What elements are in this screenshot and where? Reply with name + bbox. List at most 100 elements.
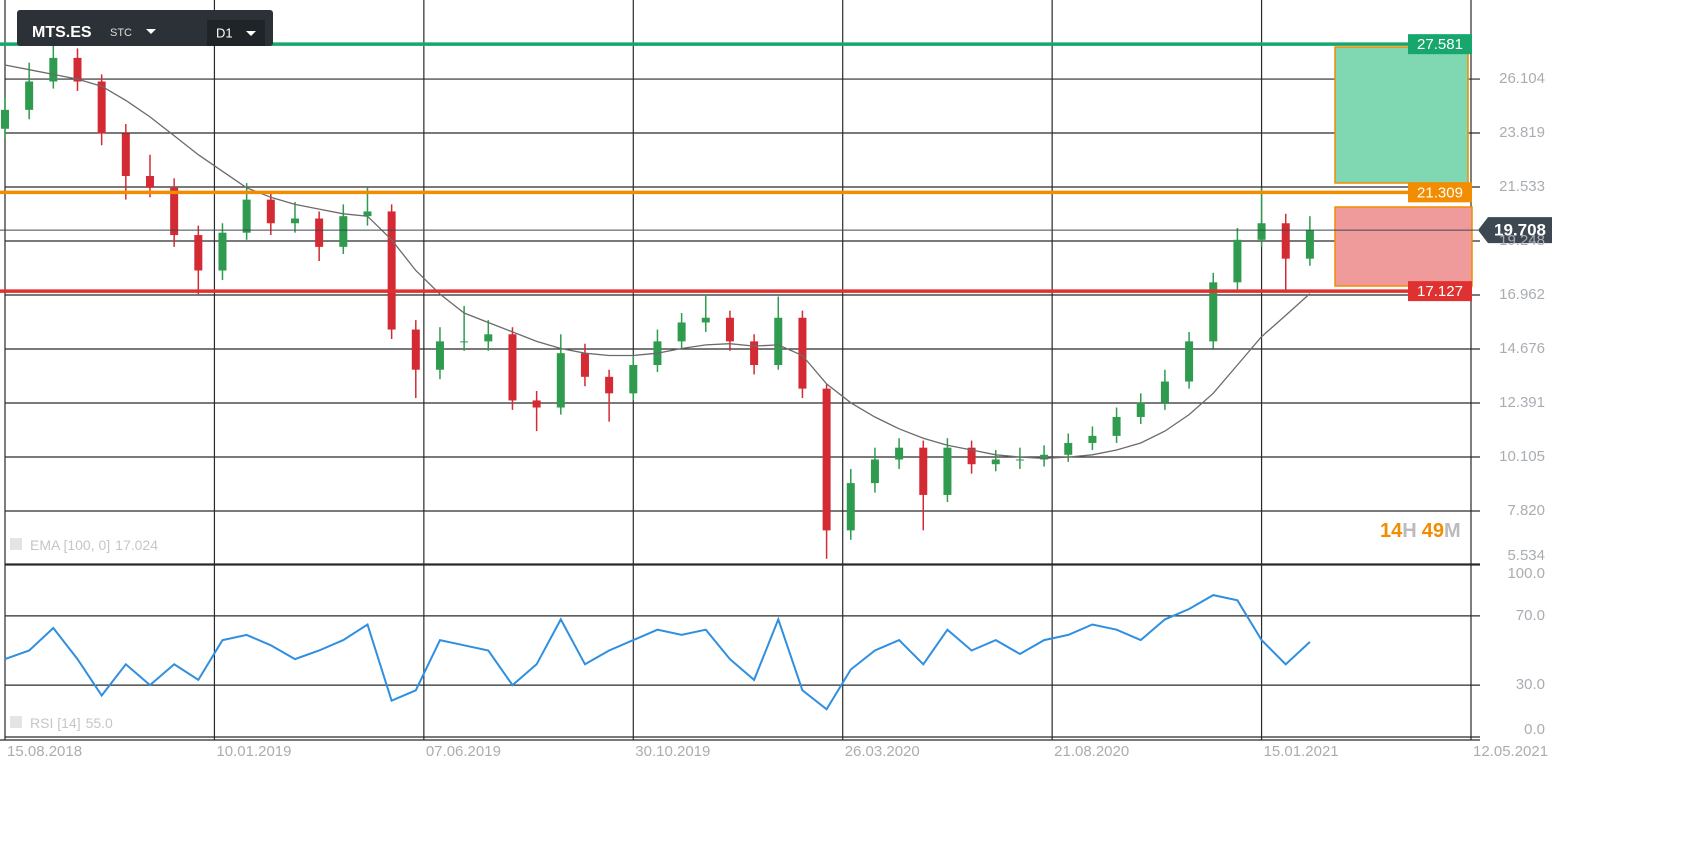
level-value: 21.309 <box>1417 184 1463 201</box>
candle-body <box>943 447 952 495</box>
ema-legend-value: 17.024 <box>115 537 158 553</box>
candle-body <box>266 199 275 224</box>
legend-icon <box>10 538 22 550</box>
y-tick-label: 30.0 <box>1516 676 1545 693</box>
x-tick-label: 12.05.2021 <box>1473 743 1548 760</box>
candle-body <box>145 176 154 188</box>
market[interactable]: STC <box>110 27 132 39</box>
candle-body <box>49 57 58 82</box>
candle-body <box>1185 341 1194 382</box>
candle-body <box>290 218 299 224</box>
candle-body <box>1305 230 1314 259</box>
candle-body <box>1257 223 1266 240</box>
y-tick-label: 10.105 <box>1499 448 1545 465</box>
candle-body <box>460 341 469 343</box>
candle-body <box>725 317 734 342</box>
timeframe-box[interactable] <box>207 20 265 46</box>
candle-body <box>170 187 179 236</box>
y-tick-label: 5.534 <box>1507 547 1545 564</box>
candle-body <box>435 341 444 370</box>
candle-body <box>556 353 565 408</box>
candle-body <box>750 341 759 365</box>
timeframe[interactable]: D1 <box>216 25 233 40</box>
x-tick-label: 15.08.2018 <box>7 743 82 760</box>
candle-body <box>846 483 855 531</box>
candle-body <box>991 459 1000 465</box>
y-tick-label: 70.0 <box>1516 607 1545 624</box>
candle-body <box>701 317 710 323</box>
y-tick-label: 21.533 <box>1499 178 1545 195</box>
candle-body <box>1 109 9 129</box>
candle-body <box>1015 459 1024 461</box>
candle-body <box>1136 402 1145 417</box>
candle-body <box>1112 416 1121 436</box>
last-price-tag <box>1478 217 1552 244</box>
candle-body <box>73 57 82 82</box>
level-tag <box>1408 182 1472 203</box>
candle-body <box>677 322 686 342</box>
timer-hours: 14 <box>1380 520 1403 542</box>
y-tick-label: 7.820 <box>1507 502 1545 519</box>
ema-legend: EMA [100, 0] 17.024 <box>30 537 158 553</box>
y-tick-label: 26.104 <box>1499 70 1545 87</box>
y-tick-label: 12.391 <box>1499 394 1545 411</box>
candle-body <box>1160 381 1169 403</box>
x-tick-label: 21.08.2020 <box>1054 743 1129 760</box>
candle-body <box>822 388 831 531</box>
level-value: 17.127 <box>1417 283 1463 300</box>
candle-body <box>1209 282 1218 342</box>
toolbar[interactable]: MTS.ES STC D1 <box>17 10 273 46</box>
candle-body <box>580 353 589 377</box>
ema-legend-name: EMA [100, 0] <box>30 537 110 553</box>
candle-body <box>25 81 34 110</box>
candle-body <box>1281 223 1290 259</box>
candle-body <box>411 329 420 370</box>
y-tick-label: 16.962 <box>1499 286 1545 303</box>
candle-body <box>629 364 638 394</box>
y-tick-label: 19.248 <box>1499 232 1545 249</box>
dropdown-arrow[interactable] <box>246 31 256 36</box>
level-tag <box>1408 34 1472 55</box>
x-tick-label: 26.03.2020 <box>845 743 920 760</box>
candle-body <box>387 211 396 330</box>
rsi-legend-name: RSI [14] <box>30 715 81 731</box>
timer-h: H <box>1402 520 1416 542</box>
timer-m: M <box>1444 520 1461 542</box>
line-series <box>4 594 1311 711</box>
y-tick-label: 23.819 <box>1499 124 1545 141</box>
dropdown-arrow[interactable] <box>146 29 156 34</box>
x-tick-label: 10.01.2019 <box>216 743 291 760</box>
y-tick-label: 0.0 <box>1524 721 1545 738</box>
legend-icon <box>10 716 22 728</box>
line-series <box>4 64 1311 459</box>
candle-body <box>895 447 904 460</box>
symbol[interactable]: MTS.ES <box>32 24 92 41</box>
candle-body <box>1040 454 1049 460</box>
level-tag <box>1408 281 1472 302</box>
candle-body <box>532 400 541 408</box>
candle-body <box>967 447 976 465</box>
x-tick-label: 30.10.2019 <box>635 743 710 760</box>
candle-body <box>1088 435 1097 443</box>
candle-body <box>1064 442 1073 455</box>
grid <box>0 0 1480 741</box>
y-tick-label: 100.0 <box>1507 565 1545 582</box>
candle-body <box>242 199 251 233</box>
level-value: 27.581 <box>1417 36 1463 53</box>
candle-body <box>315 218 324 247</box>
candle-body <box>605 376 614 394</box>
candle-body <box>774 317 783 365</box>
last-price-value: 19.708 <box>1494 221 1546 240</box>
stop-loss-zone <box>1334 206 1473 287</box>
candle-body <box>870 459 879 484</box>
rsi-legend-value: 55.0 <box>86 715 113 731</box>
candle-body <box>194 235 203 271</box>
candle-body <box>339 216 348 247</box>
take-profit-zone <box>1334 46 1469 184</box>
y-tick-label: 14.676 <box>1499 340 1545 357</box>
rsi-legend: RSI [14] 55.0 <box>30 715 113 731</box>
candle-body <box>508 334 517 401</box>
candle-body <box>919 447 928 495</box>
